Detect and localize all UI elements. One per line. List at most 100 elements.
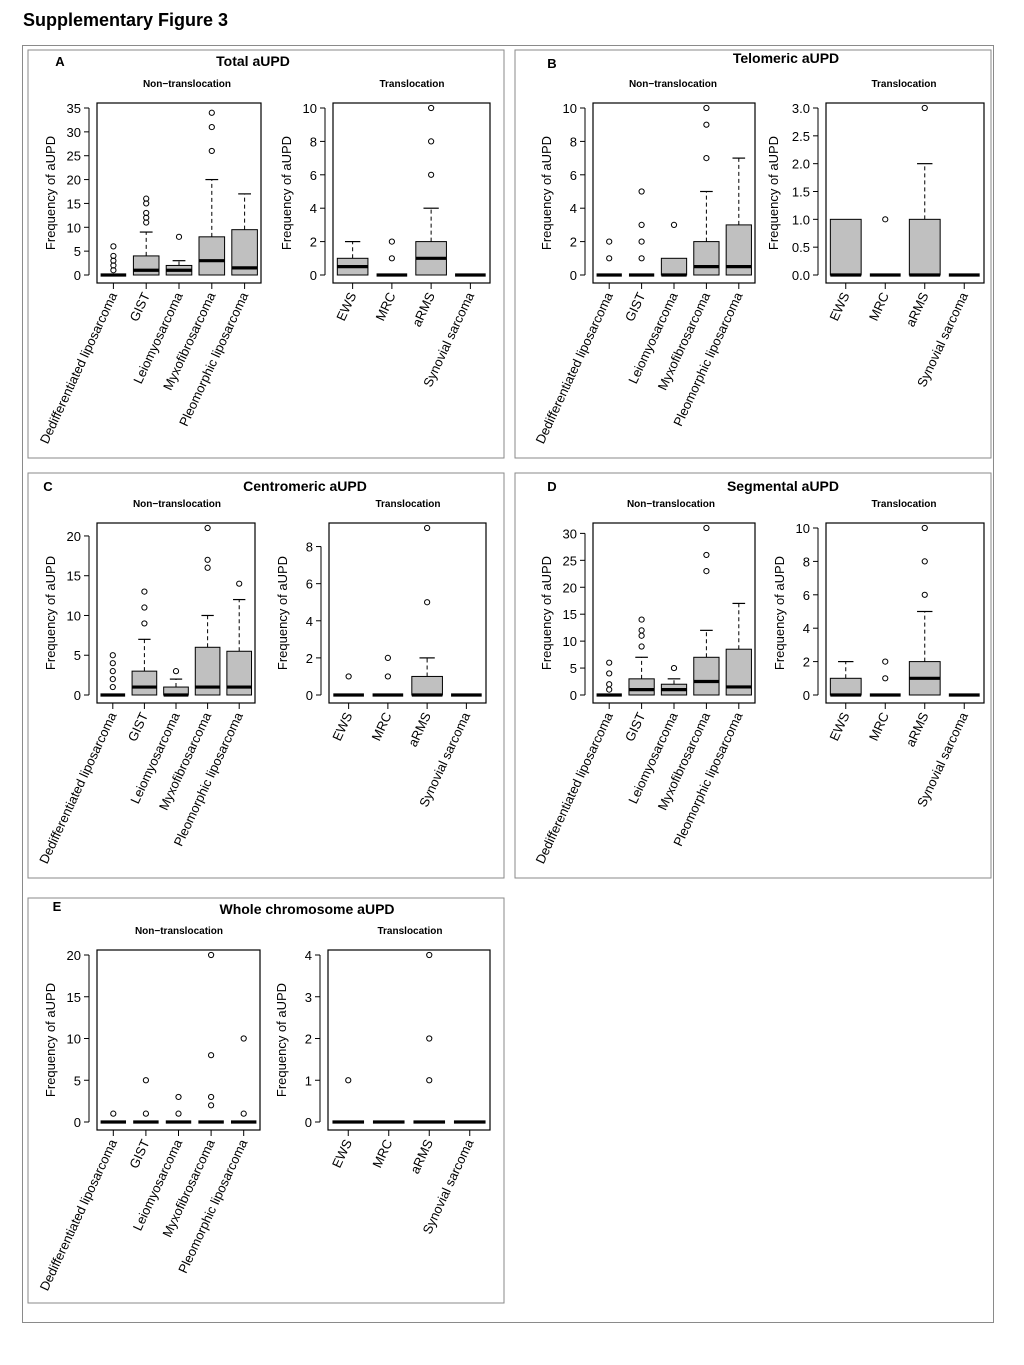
- box-2: [660, 221, 688, 277]
- box-0: [829, 660, 862, 697]
- plot-frame: [332, 102, 491, 284]
- x-tick-label: Dedifferentiated liposarcoma: [37, 1136, 121, 1293]
- x-tick-label: GIST: [125, 710, 151, 744]
- subplot-title: Translocation: [377, 926, 442, 937]
- x-tick-label: MRC: [369, 1137, 395, 1170]
- subplot-title: Non−translocation: [627, 499, 715, 510]
- y-tick-label: 0: [310, 268, 317, 283]
- y-tick-label: 0: [74, 688, 81, 703]
- box-0: [332, 1077, 365, 1124]
- x-tick-label: MRC: [372, 290, 398, 323]
- outlier-point: [175, 1110, 182, 1117]
- outlier-point: [204, 556, 211, 563]
- outlier-point: [109, 675, 116, 683]
- box-3: [198, 951, 224, 1124]
- y-tick-label: 10: [796, 521, 810, 536]
- y-axis-label: Frequency of aUPD: [274, 983, 289, 1097]
- outlier-point: [208, 951, 215, 959]
- outlier-point: [110, 252, 117, 260]
- y-tick-label: 10: [303, 101, 317, 116]
- y-tick-label: 2.5: [792, 129, 810, 144]
- y-tick-label: 5: [74, 648, 81, 663]
- box-body: [693, 241, 720, 276]
- panel-frame: [514, 49, 992, 459]
- outlier-point: [638, 188, 645, 195]
- panel-title: Segmental aUPD: [727, 478, 839, 494]
- outlier-point: [208, 1052, 215, 1059]
- outlier-point: [921, 558, 928, 565]
- y-tick-label: 6: [803, 588, 810, 603]
- box-1: [372, 654, 404, 697]
- outlier-point: [921, 524, 928, 532]
- subplot-non-translocation: Non−translocation 0 5 10 15 20 25 30 Frequency o…: [532, 499, 756, 866]
- figure-frame: [22, 45, 994, 1323]
- outlier-point: [703, 104, 710, 112]
- outlier-point: [208, 147, 215, 155]
- box-1: [869, 658, 901, 697]
- panel-frame: [27, 472, 505, 879]
- x-tick-label: MRC: [866, 710, 892, 743]
- box-1: [376, 238, 408, 277]
- box-body: [908, 218, 941, 276]
- outlier-point: [606, 255, 613, 262]
- y-axis-label: Frequency of aUPD: [279, 136, 294, 250]
- subplot-title: Non−translocation: [143, 79, 231, 90]
- box-2: [165, 1093, 192, 1124]
- box-4: [725, 602, 752, 696]
- outlier-point: [204, 564, 211, 571]
- x-tick-label: MRC: [368, 710, 394, 743]
- y-tick-label: 15: [67, 990, 81, 1005]
- box-0: [829, 218, 862, 277]
- y-tick-label: 5: [74, 1073, 81, 1088]
- y-tick-label: 25: [67, 149, 81, 164]
- box-0: [333, 673, 364, 697]
- y-tick-label: 10: [67, 608, 81, 623]
- outlier-point: [670, 664, 678, 672]
- y-tick-label: 6: [306, 577, 313, 592]
- box-0: [100, 1110, 127, 1124]
- subplot-non-translocation: Non−translocation 0 5 10 15 20 Frequency of aU…: [37, 926, 261, 1293]
- plot-frame: [825, 102, 985, 284]
- outlier-point: [109, 652, 116, 659]
- subplot-title: Translocation: [375, 499, 440, 510]
- y-tick-label: 15: [67, 196, 81, 211]
- box-1: [628, 616, 655, 696]
- outlier-point: [109, 660, 116, 667]
- panel-title: Total aUPD: [216, 53, 290, 69]
- y-tick-label: 4: [305, 948, 312, 963]
- panel-frame: [514, 472, 992, 879]
- x-tick-label: aRMS: [903, 710, 932, 749]
- outlier-point: [142, 1110, 149, 1117]
- y-tick-label: 10: [67, 220, 81, 235]
- y-tick-label: 4: [570, 201, 577, 216]
- outlier-point: [345, 673, 352, 680]
- outlier-point: [204, 524, 211, 532]
- y-tick-label: 0: [74, 1115, 81, 1130]
- y-axis-label: Frequency of aUPD: [43, 136, 58, 250]
- outlier-point: [703, 524, 710, 532]
- box-body: [693, 656, 720, 696]
- box-4: [725, 157, 752, 276]
- box-body: [132, 255, 160, 276]
- outlier-point: [426, 951, 433, 959]
- subplot-translocation: Translocation 0 2 4 6 8 Frequency of aUPD EWS MR…: [275, 499, 487, 809]
- panel-title: Centromeric aUPD: [243, 478, 367, 494]
- outlier-point: [388, 255, 395, 262]
- subplot-translocation: Translocation 0 1 2 3 4 Frequency of aUPD EWS MR…: [274, 926, 491, 1236]
- outlier-point: [426, 1035, 433, 1042]
- box-2: [411, 524, 443, 697]
- x-tick-label: aRMS: [407, 1137, 436, 1176]
- outlier-point: [208, 123, 215, 131]
- subplot-title: Non−translocation: [629, 79, 717, 90]
- subplot-title: Translocation: [871, 79, 936, 90]
- outlier-point: [703, 155, 710, 162]
- outlier-point: [345, 1077, 352, 1084]
- x-tick-label: aRMS: [903, 290, 932, 329]
- box-1: [131, 588, 158, 696]
- y-axis-label: Frequency of aUPD: [43, 983, 58, 1097]
- subplot-title: Non−translocation: [133, 499, 221, 510]
- y-tick-label: 0.5: [792, 240, 810, 255]
- box-4: [226, 580, 253, 696]
- panel-letter: A: [55, 54, 65, 69]
- y-tick-label: 2: [306, 651, 313, 666]
